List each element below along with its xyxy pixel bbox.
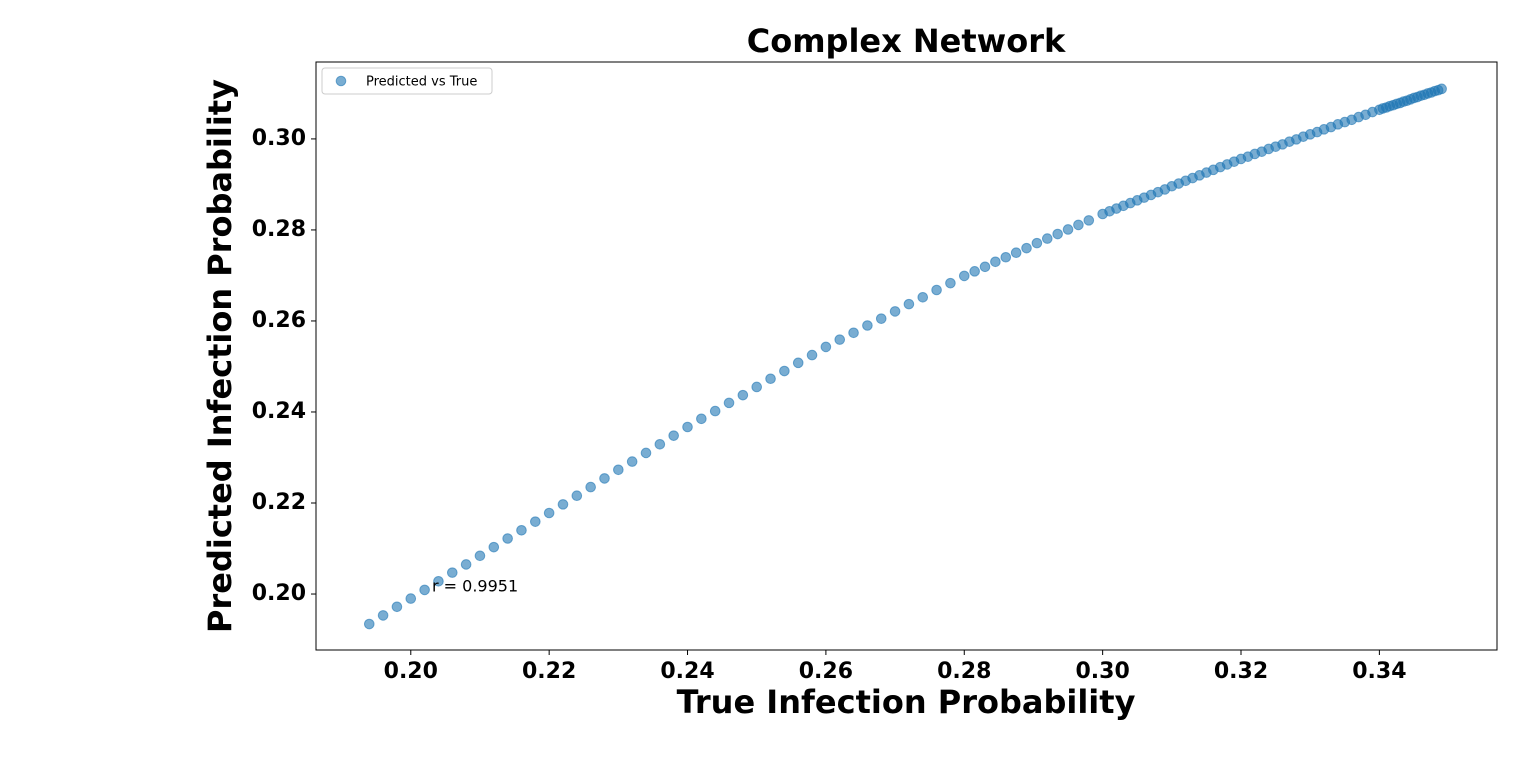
- point: [820, 341, 832, 353]
- point: [626, 456, 638, 467]
- y-tick-label: 0.30: [252, 126, 306, 151]
- x-tick-label: 0.24: [660, 659, 714, 684]
- point: [806, 349, 818, 361]
- y-tick-label: 0.22: [252, 490, 306, 515]
- chart-title: Complex Network: [747, 22, 1066, 60]
- point: [1041, 233, 1053, 244]
- legend-marker: [335, 75, 347, 87]
- point: [765, 373, 776, 385]
- point: [917, 291, 929, 303]
- point: [1073, 219, 1084, 231]
- point: [792, 357, 804, 369]
- x-tick-label: 0.34: [1352, 659, 1406, 684]
- point: [585, 481, 596, 493]
- point: [377, 610, 389, 621]
- annotation: r = 0.9951: [432, 577, 518, 596]
- y-tick-label: 0.24: [252, 399, 306, 424]
- point: [1010, 247, 1022, 258]
- point: [363, 618, 375, 630]
- x-tick-label: 0.32: [1214, 659, 1268, 684]
- legend-label: Predicted vs True: [366, 75, 477, 90]
- point: [474, 550, 486, 562]
- point: [640, 447, 652, 459]
- legend-box: [321, 67, 493, 95]
- point: [682, 421, 693, 433]
- point: [405, 593, 417, 604]
- point: [903, 298, 915, 310]
- point: [958, 270, 970, 282]
- point: [737, 389, 749, 401]
- point: [969, 266, 980, 277]
- point: [979, 261, 991, 273]
- point: [516, 525, 527, 536]
- point: [875, 313, 887, 324]
- point: [834, 334, 846, 345]
- point: [446, 567, 458, 578]
- x-tick-label: 0.26: [799, 659, 853, 684]
- point: [460, 559, 472, 570]
- point: [433, 575, 444, 587]
- y-tick-label: 0.20: [252, 581, 306, 606]
- point: [889, 306, 901, 317]
- point: [751, 381, 763, 393]
- point: [571, 490, 583, 502]
- point: [1083, 215, 1095, 226]
- point: [668, 430, 679, 441]
- point: [1062, 224, 1074, 235]
- point: [709, 405, 721, 417]
- y-tick-label: 0.28: [252, 217, 306, 242]
- point: [945, 277, 956, 289]
- point: [1021, 242, 1032, 254]
- point: [779, 365, 790, 377]
- point: [696, 413, 707, 425]
- point: [723, 397, 735, 409]
- point: [543, 507, 555, 519]
- point: [931, 284, 942, 296]
- y-tick-label: 0.26: [252, 308, 306, 333]
- plot-frame: [315, 61, 1498, 651]
- x-tick-label: 0.22: [522, 659, 576, 684]
- x-tick-label: 0.28: [937, 659, 991, 684]
- point: [502, 533, 513, 544]
- point: [1031, 237, 1043, 249]
- point: [848, 327, 859, 339]
- point: [1436, 83, 1447, 95]
- point: [1052, 228, 1063, 240]
- point: [488, 541, 500, 553]
- point: [862, 320, 873, 331]
- point: [391, 601, 403, 613]
- point: [419, 584, 430, 596]
- point: [530, 516, 541, 527]
- y-axis-label: Predicted Infection Probability: [201, 79, 239, 633]
- point: [557, 499, 569, 510]
- point: [613, 464, 624, 476]
- x-tick-label: 0.20: [384, 659, 438, 684]
- point: [599, 473, 610, 484]
- point: [1000, 251, 1012, 263]
- point: [990, 256, 1001, 268]
- point: [654, 438, 666, 450]
- x-tick-label: 0.30: [1076, 659, 1130, 684]
- x-axis-label: True Infection Probability: [677, 683, 1136, 721]
